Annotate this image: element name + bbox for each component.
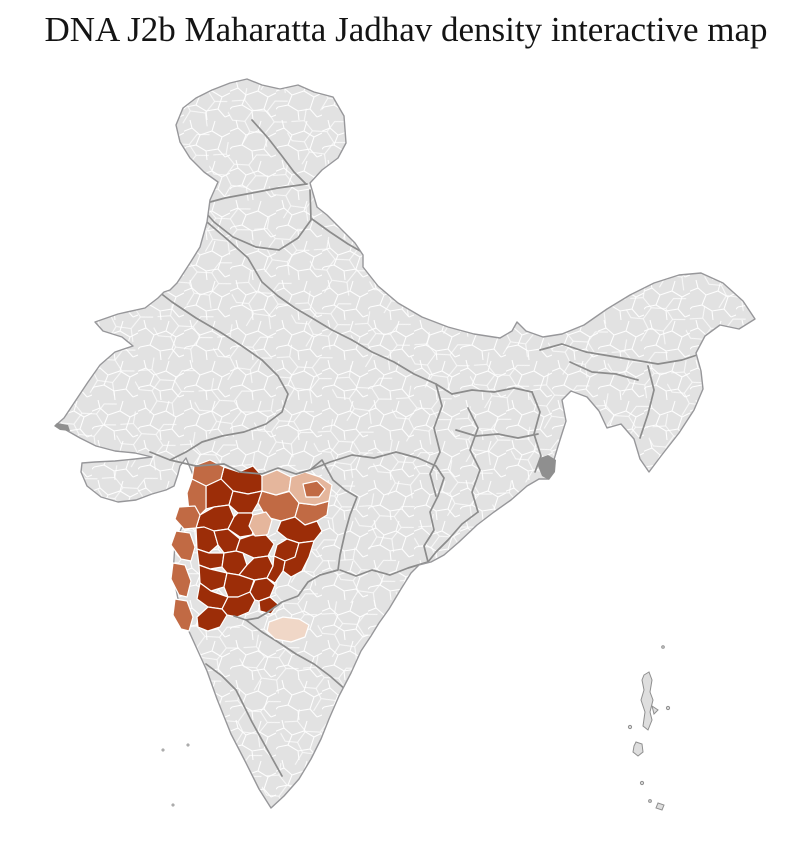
district-medium-density[interactable] xyxy=(170,530,196,562)
kutch-tip-patch xyxy=(54,423,70,431)
district-high-density[interactable] xyxy=(258,596,279,615)
district-low-density[interactable] xyxy=(248,511,273,537)
district-high-density[interactable] xyxy=(266,555,286,584)
density-districts[interactable] xyxy=(170,459,333,643)
district-high-density[interactable] xyxy=(282,540,315,578)
andaman-nicobar-islands[interactable] xyxy=(627,645,671,811)
district-medium-density[interactable] xyxy=(172,598,194,632)
district-medium-density[interactable] xyxy=(302,480,326,498)
sundarbans-delta xyxy=(538,455,556,480)
state-borders xyxy=(149,119,707,777)
district-high-density[interactable] xyxy=(228,490,263,514)
state-border-cluster xyxy=(149,451,358,621)
district-medium-density[interactable] xyxy=(174,505,201,530)
district-high-density[interactable] xyxy=(276,516,323,544)
district-high-density[interactable] xyxy=(196,606,228,632)
district-very-low-density[interactable] xyxy=(266,616,310,643)
page-title: DNA J2b Maharatta Jadhav density interac… xyxy=(44,10,768,49)
district-medium-density[interactable] xyxy=(170,562,192,598)
lakshadweep-islands[interactable] xyxy=(161,743,190,807)
district-high-density[interactable] xyxy=(249,577,276,602)
district-boundary-mesh xyxy=(56,79,755,808)
